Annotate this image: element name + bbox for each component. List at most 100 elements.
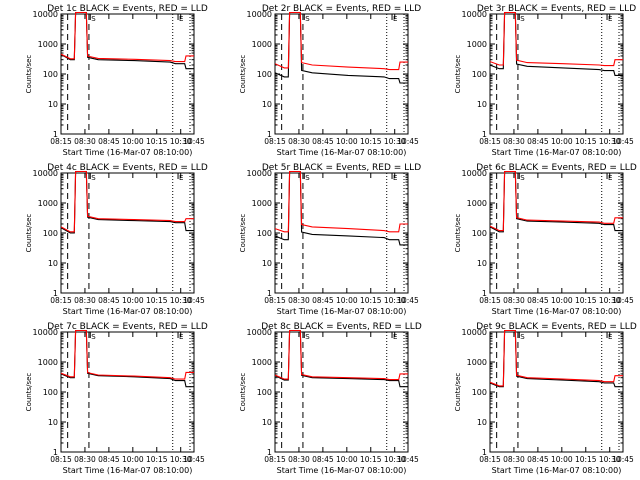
x-tick-label: 08:30 [74, 137, 96, 146]
x-tick-label: 10:30 [599, 455, 621, 464]
x-tick-label: 08:15 [264, 137, 286, 146]
y-axis-label: Counts/sec [25, 55, 33, 94]
panel-title: Det 1c BLACK = Events, RED = LLD [47, 4, 208, 14]
x-tick-label: 10:00 [122, 137, 144, 146]
y-tick-label: 10 [477, 259, 487, 268]
top-marker-label: E [608, 174, 612, 182]
y-tick-label: 1 [53, 289, 58, 298]
events-series-line [275, 330, 408, 388]
lld-series-line [490, 12, 623, 67]
y-axis-label: Counts/sec [454, 214, 462, 253]
x-tick-label: 10:30 [384, 296, 406, 305]
top-marker-label: E [179, 333, 183, 341]
y-tick-label: 1000 [252, 199, 272, 208]
x-tick-label: 08:15 [479, 455, 501, 464]
top-marker-label: S [91, 15, 96, 23]
y-tick-label: 10000 [462, 169, 487, 178]
y-tick-label: 1000 [467, 40, 487, 49]
x-tick-label: 10:15 [575, 137, 597, 146]
plot-frame [274, 331, 409, 453]
detector-panel: Det 9c BLACK = Events, RED = LLD Counts/s… [454, 322, 637, 475]
y-tick-label: 1 [482, 448, 487, 457]
x-tick-label: 10:00 [122, 455, 144, 464]
x-axis-label: Start Time (16-Mar-07 08:10:00) [63, 148, 193, 157]
x-tick-label: 10:45 [397, 137, 419, 146]
y-tick-label: 1000 [38, 358, 58, 367]
y-tick-label: 100 [43, 70, 58, 79]
panel-title: Det 3r BLACK = Events, RED = LLD [477, 4, 636, 14]
y-tick-label: 10000 [462, 10, 487, 19]
x-tick-label: 08:30 [74, 296, 96, 305]
y-tick-label: 10 [48, 259, 58, 268]
x-tick-label: 08:15 [50, 137, 72, 146]
y-tick-label: 10000 [33, 10, 58, 19]
lld-series-line [490, 330, 623, 387]
y-tick-label: 10000 [247, 169, 272, 178]
y-tick-label: 10 [477, 418, 487, 427]
x-tick-label: 10:15 [146, 455, 168, 464]
y-tick-label: 10 [48, 418, 58, 427]
x-tick-label: 10:00 [551, 296, 573, 305]
x-tick-label: 08:30 [503, 137, 525, 146]
events-series-line [490, 171, 623, 233]
x-axis-label: Start Time (16-Mar-07 08:10:00) [63, 466, 193, 475]
plot-frame [489, 172, 624, 294]
panel-title: Det 5r BLACK = Events, RED = LLD [262, 163, 421, 173]
x-tick-label: 08:30 [74, 455, 96, 464]
y-tick-label: 1000 [467, 358, 487, 367]
events-series-line [490, 12, 623, 76]
lld-series-line [275, 171, 408, 233]
x-tick-label: 08:15 [479, 296, 501, 305]
y-tick-label: 1000 [38, 199, 58, 208]
y-tick-label: 10000 [247, 328, 272, 337]
x-tick-label: 10:30 [384, 455, 406, 464]
y-tick-label: 1000 [467, 199, 487, 208]
x-tick-label: 10:00 [336, 455, 358, 464]
events-series-line [61, 12, 194, 70]
plot-frame [274, 172, 409, 294]
x-tick-label: 10:45 [183, 137, 205, 146]
y-tick-label: 10000 [247, 10, 272, 19]
x-tick-label: 10:45 [397, 455, 419, 464]
y-tick-label: 1 [482, 289, 487, 298]
x-tick-label: 10:00 [336, 296, 358, 305]
x-tick-label: 08:30 [288, 296, 310, 305]
x-tick-label: 10:00 [551, 137, 573, 146]
x-tick-label: 10:30 [170, 455, 192, 464]
top-marker-label: S [91, 174, 96, 182]
plot-frame [60, 13, 195, 135]
events-series-line [490, 330, 623, 388]
plot-frame [489, 13, 624, 135]
x-tick-label: 10:15 [360, 455, 382, 464]
y-tick-label: 100 [472, 388, 487, 397]
x-axis-label: Start Time (16-Mar-07 08:10:00) [277, 148, 407, 157]
events-series-line [61, 330, 194, 388]
x-tick-label: 08:45 [98, 455, 120, 464]
lld-series-line [61, 330, 194, 380]
x-axis-label: Start Time (16-Mar-07 08:10:00) [277, 466, 407, 475]
y-tick-label: 10 [262, 418, 272, 427]
x-tick-label: 10:45 [612, 137, 634, 146]
y-tick-label: 10000 [33, 169, 58, 178]
x-tick-label: 08:45 [312, 137, 334, 146]
panel-title: Det 7c BLACK = Events, RED = LLD [47, 322, 208, 332]
x-tick-label: 08:30 [288, 137, 310, 146]
detector-panel: Det 2r BLACK = Events, RED = LLD Counts/s… [239, 4, 421, 157]
x-tick-label: 08:30 [503, 296, 525, 305]
y-tick-label: 1 [267, 130, 272, 139]
x-tick-label: 10:45 [612, 296, 634, 305]
x-tick-label: 10:45 [183, 455, 205, 464]
top-marker-label: E [179, 174, 183, 182]
y-tick-label: 10000 [462, 328, 487, 337]
y-tick-label: 100 [43, 229, 58, 238]
x-tick-label: 08:15 [264, 455, 286, 464]
x-tick-label: 08:45 [312, 296, 334, 305]
top-marker-label: S [305, 333, 310, 341]
x-tick-label: 08:45 [527, 455, 549, 464]
x-tick-label: 08:15 [50, 455, 72, 464]
y-tick-label: 100 [257, 388, 272, 397]
plot-frame [274, 13, 409, 135]
x-tick-label: 10:15 [146, 296, 168, 305]
x-tick-label: 10:00 [336, 137, 358, 146]
x-tick-label: 10:00 [551, 455, 573, 464]
